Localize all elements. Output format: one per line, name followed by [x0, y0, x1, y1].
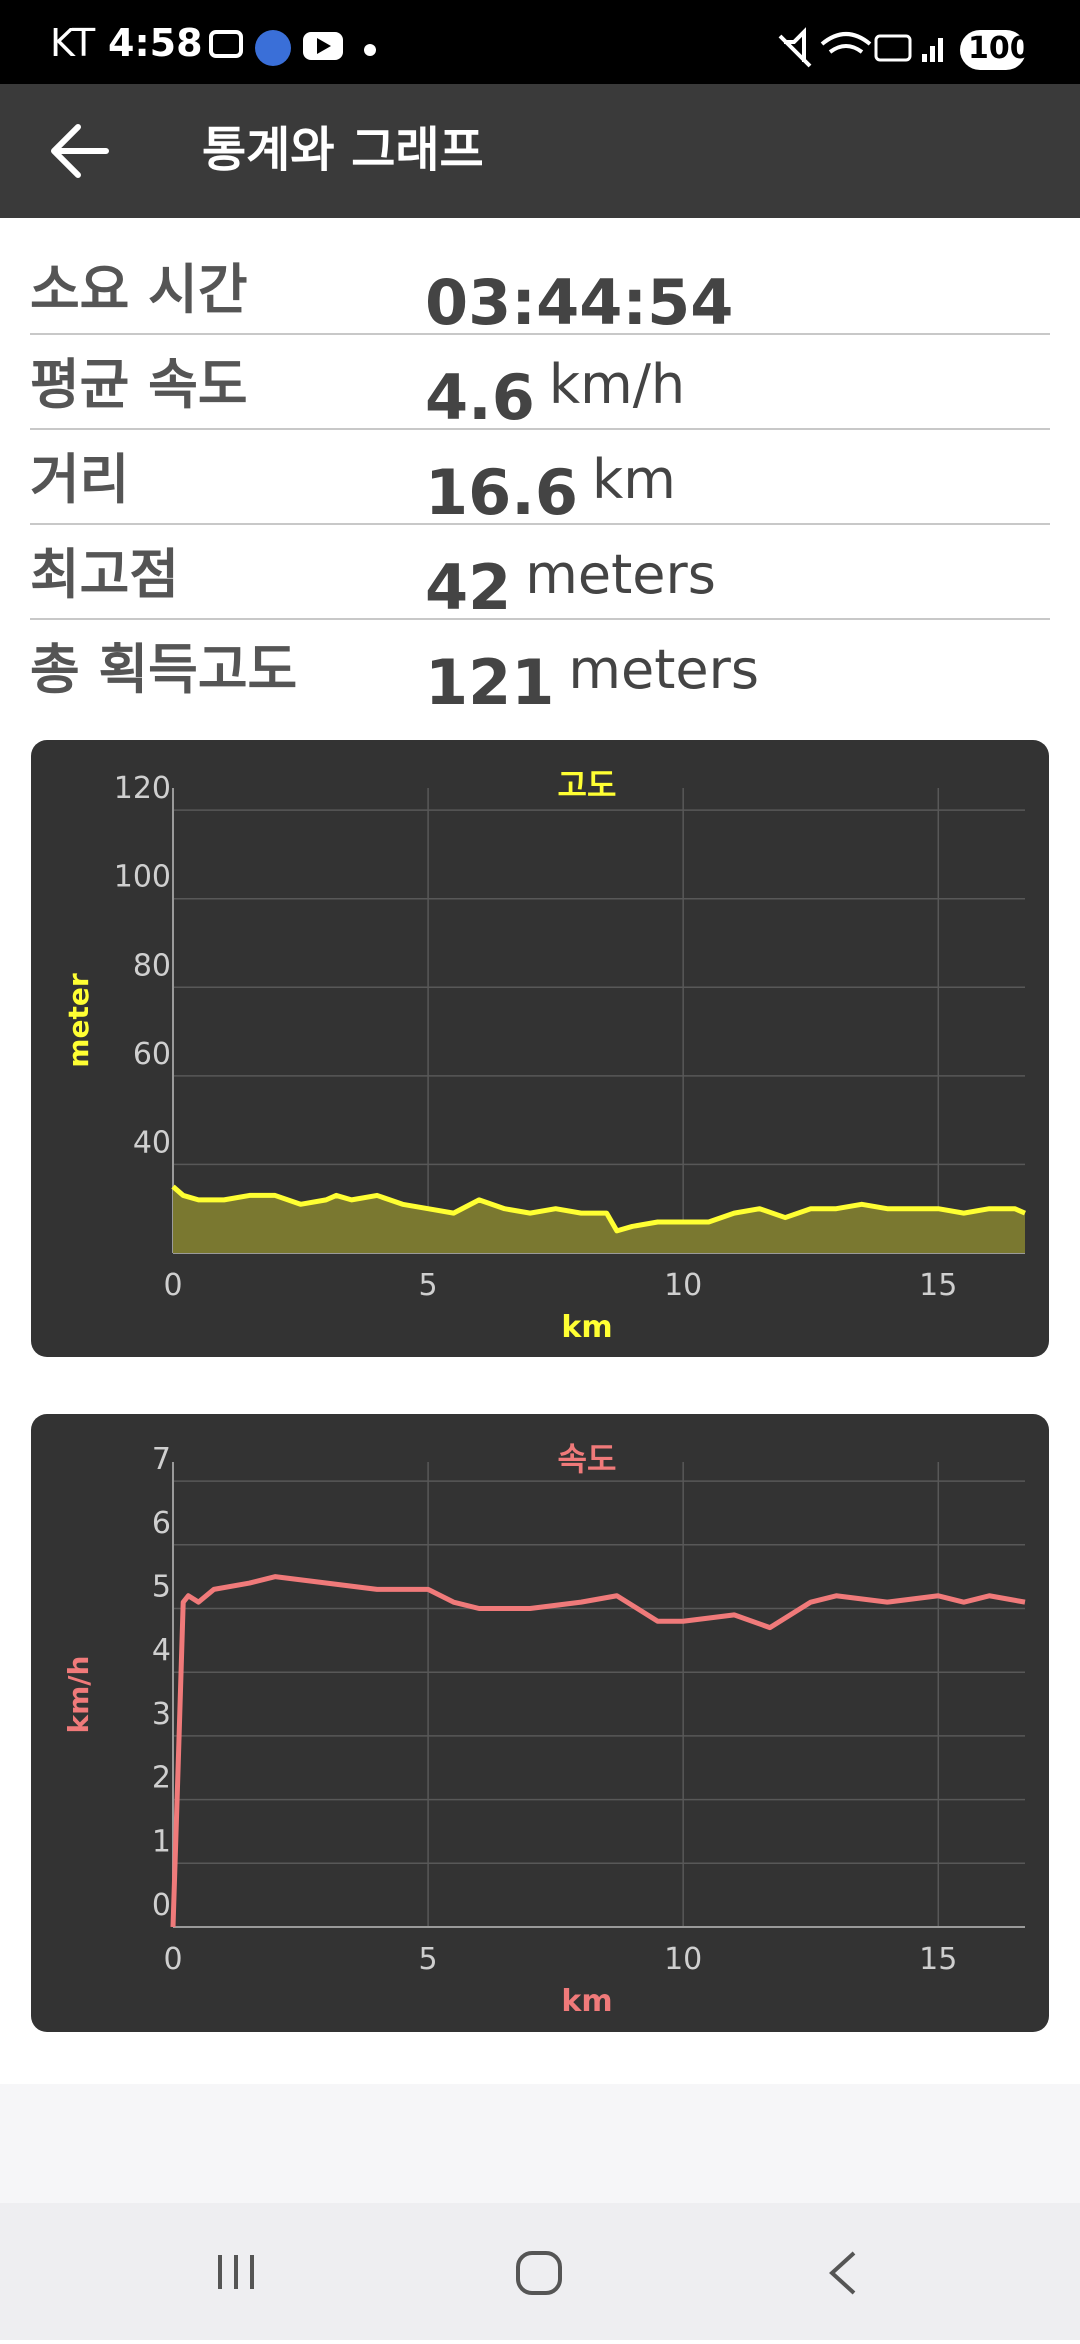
- navigation-bar: [0, 2203, 1080, 2340]
- x-tick-label: 15: [919, 1942, 957, 1977]
- stat-unit: km: [591, 448, 676, 511]
- stat-row: 거리 16.6 km: [30, 430, 1050, 529]
- y-tick-label: 100: [114, 860, 171, 895]
- stat-label: 소요 시간: [30, 258, 248, 321]
- x-tick-label: 10: [664, 1268, 702, 1303]
- stat-unit: meters: [568, 638, 759, 701]
- y-tick-label: 0: [152, 1888, 171, 1923]
- x-tick-label: 15: [919, 1268, 957, 1303]
- y-tick-label: 3: [152, 1697, 171, 1732]
- x-tick-label: 5: [419, 1268, 438, 1303]
- stat-value: 03:44:54: [425, 266, 734, 339]
- home-button[interactable]: [516, 2251, 562, 2295]
- stat-label: 거리: [30, 448, 130, 511]
- charts: 40 60 80 100 120 0 5 10 15 고도 km meter 0 1 2 3 4 5 6 7 0 5 10 1…: [31, 740, 1049, 2032]
- card-background: [31, 1414, 1049, 2032]
- stat-label: 평균 속도: [30, 353, 248, 416]
- y-tick-label: 5: [152, 1570, 171, 1605]
- y-tick-label: 40: [133, 1125, 171, 1160]
- chart-title: 고도: [558, 766, 617, 804]
- stat-value: 42: [425, 551, 512, 624]
- y-tick-label: 7: [152, 1442, 171, 1477]
- back-button[interactable]: [40, 111, 120, 191]
- y-tick-label: 80: [133, 948, 171, 983]
- stat-row: 소요 시간 03:44:54: [30, 240, 1050, 339]
- stat-label: 총 획득고도: [30, 638, 298, 701]
- line: [170, 1574, 1026, 1928]
- stat-row: 총 획득고도 121 meters: [30, 620, 1050, 719]
- x-axis-label: km: [561, 1984, 612, 2019]
- carrier: KT: [50, 21, 96, 65]
- y-axis-label: meter: [62, 973, 95, 1068]
- stat-row: 평균 속도 4.6 km/h: [30, 335, 1050, 434]
- system-icons: [778, 27, 1026, 70]
- battery-level: 100: [968, 31, 1031, 66]
- area: [173, 1186, 1025, 1253]
- card-background: [31, 740, 1049, 1357]
- stat-value: 16.6: [425, 456, 578, 529]
- x-tick-label: 5: [419, 1942, 438, 1977]
- line: [171, 1184, 1026, 1234]
- stat-row: 최고점 42 meters: [30, 525, 1050, 624]
- x-axis-label: km: [561, 1310, 612, 1345]
- y-tick-label: 4: [152, 1633, 171, 1668]
- nav-buttons: [218, 2251, 856, 2295]
- chart-card: 0 1 2 3 4 5 6 7 0 5 10 15 속도 km km/h: [31, 1414, 1049, 2032]
- y-tick-label: 6: [152, 1506, 171, 1541]
- y-axis-label: km/h: [62, 1656, 95, 1734]
- y-tick-label: 1: [152, 1824, 171, 1859]
- x-tick-label: 0: [163, 1942, 182, 1977]
- spacer: [0, 2084, 1080, 2203]
- stat-unit: km/h: [548, 353, 686, 416]
- back-nav-button[interactable]: [829, 2251, 856, 2295]
- x-tick-label: 10: [664, 1942, 702, 1977]
- chart-title: 속도: [558, 1440, 617, 1478]
- y-tick-label: 60: [133, 1037, 171, 1072]
- stat-value: 121: [425, 646, 555, 719]
- stat-value: 4.6: [425, 361, 535, 434]
- app-bar: 통계와 그래프: [0, 84, 1080, 218]
- stat-unit: meters: [525, 543, 716, 606]
- x-tick-label: 0: [163, 1268, 182, 1303]
- recent-apps-button[interactable]: [218, 2255, 254, 2289]
- stats-table: 소요 시간 03:44:54 평균 속도 4.6 km/h 거리 16.6 km 최고점 42 me…: [30, 240, 1050, 719]
- clock: 4:58: [108, 21, 203, 65]
- status-bar: KT 4:58 100: [0, 0, 1080, 84]
- screen-title: 통계와 그래프: [202, 122, 484, 178]
- stat-label: 최고점: [30, 543, 180, 606]
- y-tick-label: 120: [114, 771, 171, 806]
- notification-icons: [209, 30, 376, 66]
- y-tick-label: 2: [152, 1761, 171, 1796]
- chart-card: 40 60 80 100 120 0 5 10 15 고도 km meter: [31, 740, 1049, 1357]
